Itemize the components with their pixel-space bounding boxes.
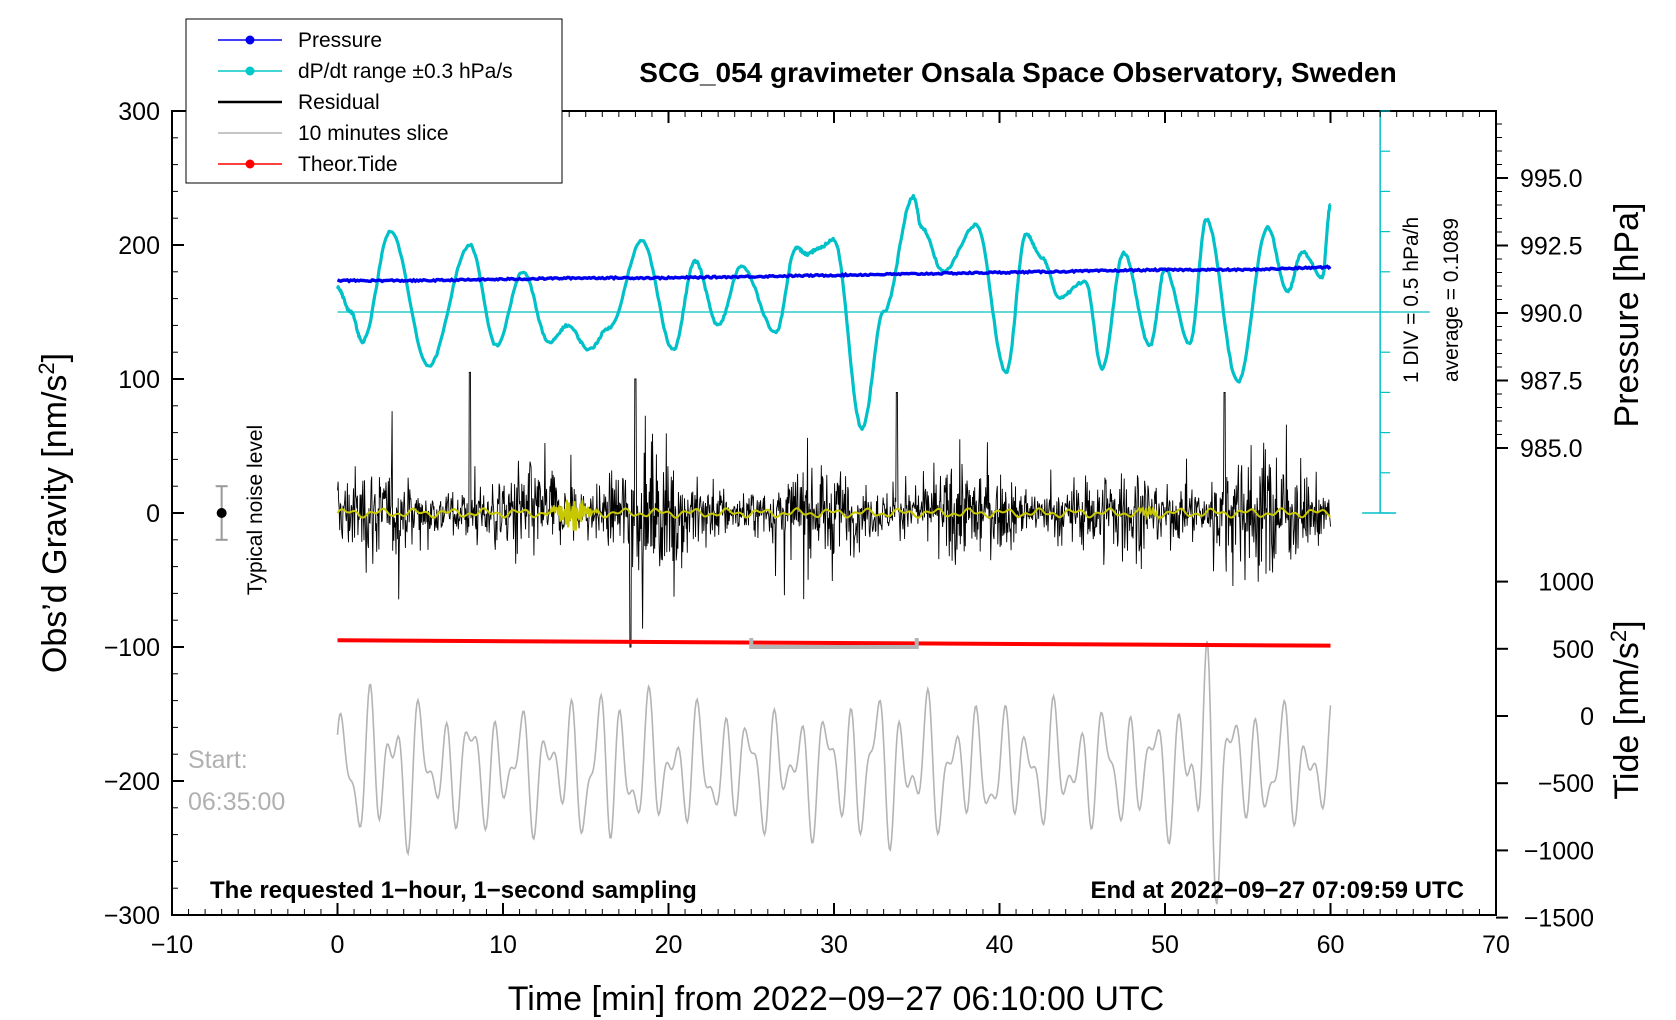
axis-ticks: −10 0 10 20 30 40 50 60 703002001000−100−200−300… [104, 98, 1594, 959]
y-tick-label: −100 [104, 634, 160, 662]
y-axis-title-left: Obs’d Gravity [nm/s2] [34, 353, 75, 673]
x-tick-label: −10 [151, 931, 193, 959]
legend-marker [245, 159, 255, 169]
slice-line [336, 641, 1332, 905]
pressure-tick-label: 992.5 [1520, 233, 1583, 261]
tide-series [337, 638, 1331, 648]
x-axis-title: Time [min] from 2022−09−27 06:10:00 UTC [508, 980, 1164, 1018]
noise-level-label: Typical noise level [244, 425, 267, 595]
tide-tick-label: −1000 [1524, 837, 1594, 865]
slice-start-label: Start: [188, 746, 248, 774]
legend: Pressure dP/dt range ±0.3 hPa/s Residual 10… [185, 18, 563, 184]
tide-tick-label: −500 [1538, 770, 1594, 798]
residual-line [337, 371, 1331, 648]
x-tick-label: 30 [820, 931, 848, 959]
end-time-note: End at 2022−09−27 07:09:59 UTC [1090, 877, 1464, 904]
y-axis-title-left-close: ] [36, 353, 74, 362]
x-tick-label: 50 [1151, 931, 1179, 959]
y-tick-label: −200 [104, 768, 160, 796]
pressure-axis-title: Pressure [hPa] [1608, 203, 1646, 428]
y-tick-label: 0 [146, 500, 160, 528]
average-label: average = 0.1089 [1440, 218, 1463, 382]
tide-axis-title-main: Tide [nm/s [1608, 642, 1646, 799]
noise-bar-center [216, 508, 227, 518]
x-tick-label: 70 [1482, 931, 1510, 959]
pressure-line [336, 264, 1332, 284]
annotation-marks [215, 485, 919, 649]
y-axis-title-left-main: Obs’d Gravity [nm/s [36, 375, 74, 674]
tide-tick-label: 0 [1580, 703, 1594, 731]
sampling-note: The requested 1−hour, 1−second sampling [210, 877, 697, 904]
div-label: 1 DIV = 0.5 hPa/h [1400, 217, 1423, 383]
x-tick-label: 20 [655, 931, 683, 959]
x-tick-label: 0 [331, 931, 345, 959]
tide-axis-title-close: ] [1608, 620, 1646, 629]
slice-start-time: 06:35:00 [188, 788, 285, 816]
legend-label: dP/dt range ±0.3 hPa/s [298, 60, 513, 83]
slice-bracket [749, 638, 919, 649]
y-axis-title-left-superscript: 2 [34, 362, 59, 374]
y-tick-label: 100 [118, 366, 160, 394]
pressure-series [336, 264, 1332, 284]
y-tick-label: −300 [104, 902, 160, 930]
legend-label: Theor.Tide [298, 153, 398, 176]
tide-axis-title: Tide [nm/s2] [1606, 620, 1647, 799]
x-tick-label: 40 [986, 931, 1014, 959]
x-tick-label: 10 [489, 931, 517, 959]
pressure-tick-label: 985.0 [1520, 435, 1583, 463]
tide-line [337, 638, 1331, 648]
legend-label: Pressure [298, 29, 382, 52]
pressure-tick-label: 987.5 [1520, 368, 1583, 396]
x-tick-label: 60 [1317, 931, 1345, 959]
tide-tick-label: −1500 [1524, 905, 1594, 933]
residual-series [337, 371, 1331, 648]
tide-tick-label: 1000 [1538, 569, 1594, 597]
tide-tick-label: 500 [1552, 636, 1594, 664]
pressure-tick-label: 995.0 [1520, 165, 1583, 193]
filtered-series [336, 499, 1332, 531]
legend-marker [245, 66, 255, 76]
filtered-line [336, 499, 1332, 531]
y-tick-label: 200 [118, 232, 160, 260]
pressure-tick-label: 990.0 [1520, 300, 1583, 328]
legend-marker [245, 35, 255, 45]
dpdt-line [335, 194, 1332, 431]
y-tick-label: 300 [118, 98, 160, 126]
dpdt-series [335, 110, 1430, 514]
legend-items: Pressure dP/dt range ±0.3 hPa/s Residual 10… [218, 29, 513, 176]
legend-label: 10 minutes slice [298, 122, 449, 145]
legend-label: Residual [298, 91, 380, 114]
slice-series [336, 641, 1332, 905]
tide-axis-title-superscript: 2 [1606, 630, 1631, 642]
chart-title: SCG_054 gravimeter Onsala Space Observat… [639, 57, 1396, 88]
